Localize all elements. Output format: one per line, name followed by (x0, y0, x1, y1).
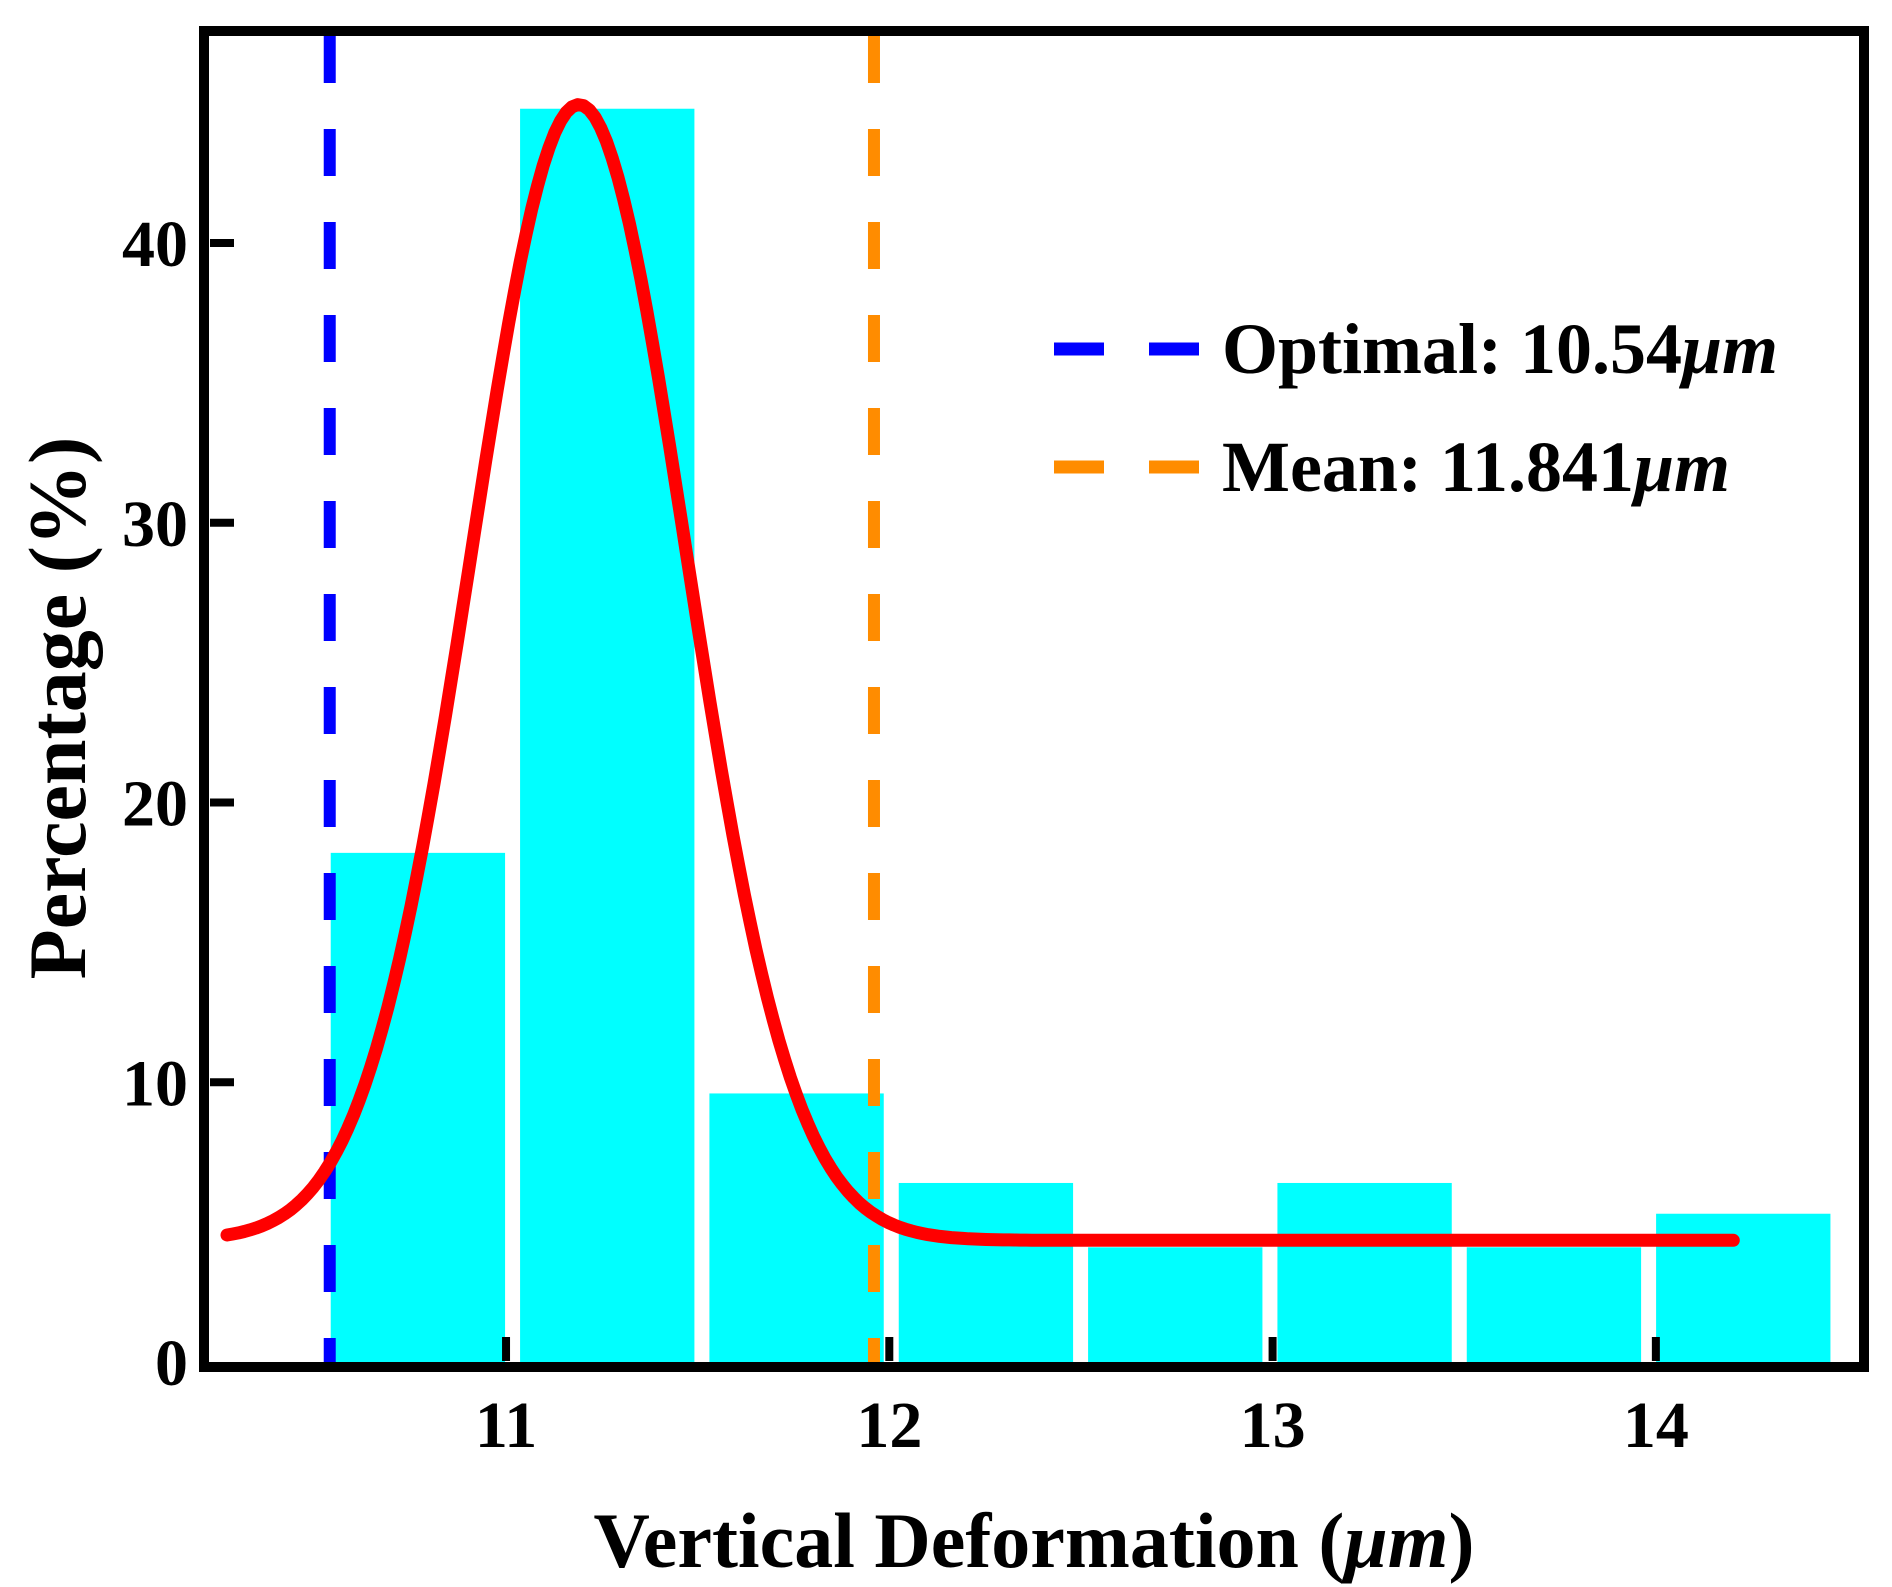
legend-mean-unit: μm (1633, 427, 1731, 507)
legend-entry-optimal: Optimal: 10.54μm (1222, 299, 1778, 399)
legend-mean-text: Mean: 11.841 (1222, 427, 1634, 507)
histogram-bar (520, 108, 695, 1363)
histogram-bar (898, 1182, 1074, 1362)
histogram-bar (1088, 1247, 1263, 1362)
legend-entry-mean: Mean: 11.841μm (1222, 417, 1730, 517)
histogram-bar (1277, 1182, 1452, 1362)
fit-curve (220, 98, 1740, 1247)
plot-frame (199, 26, 1869, 1372)
histogram-bar (709, 1093, 884, 1362)
x-tick-label: 12 (856, 1389, 922, 1462)
x-tick-label: 11 (475, 1389, 537, 1462)
y-tick-label: 40 (122, 208, 188, 281)
y-tick-label: 30 (122, 488, 188, 561)
legend-optimal-unit: μm (1681, 309, 1779, 389)
x-tick-label: 13 (1240, 1389, 1306, 1462)
x-axis-unit: μm (1344, 1497, 1449, 1584)
x-tick-label: 14 (1623, 1389, 1689, 1462)
x-axis-title-suffix: ) (1448, 1497, 1475, 1584)
y-tick-label: 10 (122, 1047, 188, 1120)
histogram-bar (1466, 1247, 1642, 1362)
y-axis-title-text: Percentage (%) (12, 436, 103, 980)
x-axis-title: Vertical Deformation (μm) (209, 1500, 1859, 1582)
x-axis-title-prefix: Vertical Deformation ( (593, 1497, 1345, 1584)
legend-optimal-text: Optimal: 10.54 (1222, 309, 1682, 389)
y-tick-label: 20 (122, 768, 188, 841)
y-axis-title: Percentage (%) (2, 308, 114, 1108)
y-tick-label: 0 (155, 1327, 188, 1400)
